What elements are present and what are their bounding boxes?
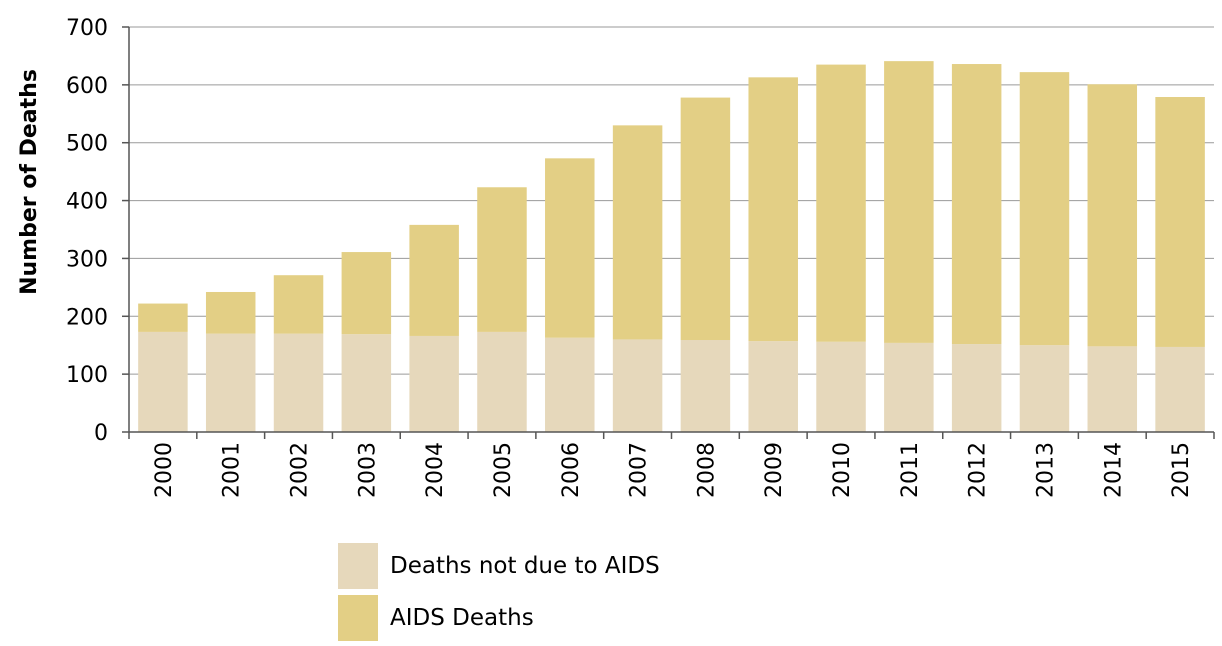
bar-segment-non-aids <box>273 333 324 432</box>
bar-segment-aids <box>680 97 731 341</box>
bar-segment-non-aids <box>545 337 595 432</box>
axes <box>122 26 1215 439</box>
bar-segment-non-aids <box>951 344 1002 432</box>
x-tick-label: 2005 <box>491 442 516 498</box>
y-tick-label: 500 <box>66 132 108 157</box>
x-tick-label: 2003 <box>355 442 380 498</box>
bar-segment-non-aids <box>816 341 866 432</box>
x-tick-label: 2006 <box>559 442 584 498</box>
legend: Deaths not due to AIDS AIDS Deaths <box>338 542 660 646</box>
x-tick-label: 2008 <box>694 442 719 498</box>
bar-segment-aids <box>748 77 798 342</box>
x-tick-label: 2009 <box>762 442 787 498</box>
x-tick-label: 2002 <box>288 442 313 498</box>
bar-segment-non-aids <box>1087 346 1138 432</box>
legend-item-non-aids: Deaths not due to AIDS <box>338 542 660 590</box>
x-tick-label: 2004 <box>423 442 448 498</box>
bar-segment-aids <box>341 252 392 335</box>
legend-item-aids: AIDS Deaths <box>338 594 660 642</box>
bar-segment-aids <box>1019 72 1070 346</box>
bar-segment-aids <box>138 303 188 332</box>
legend-label-non-aids: Deaths not due to AIDS <box>390 553 660 579</box>
bar-segment-non-aids <box>409 335 459 432</box>
x-tick-label: 2000 <box>152 442 177 498</box>
x-tick-label: 2007 <box>627 442 652 498</box>
bar-segment-aids <box>816 64 866 342</box>
x-tick-label: 2013 <box>1033 442 1058 498</box>
bar-segment-non-aids <box>205 333 256 432</box>
x-tick-labels: 2000 2001 2002 2003 2004 2005 2006 2007 2008 2009… <box>152 442 1194 498</box>
bar-segment-aids <box>951 64 1002 345</box>
bar-segment-non-aids <box>1019 345 1070 432</box>
bar-segment-non-aids <box>477 331 527 432</box>
x-tick-label: 2012 <box>966 442 991 498</box>
bar-segment-aids <box>205 291 256 334</box>
y-tick-label: 200 <box>66 305 108 330</box>
bar-segment-non-aids <box>612 339 663 432</box>
bar-segment-non-aids <box>884 342 934 432</box>
y-tick-label: 300 <box>66 247 108 272</box>
bar-segment-non-aids <box>1155 346 1205 432</box>
y-tick-label: 400 <box>66 190 108 215</box>
y-axis-label: Number of Deaths <box>17 69 42 295</box>
y-tick-label: 0 <box>94 421 108 446</box>
bar-segment-aids <box>273 275 324 334</box>
x-tick-label: 2015 <box>1169 442 1194 498</box>
y-tick-label: 700 <box>66 16 108 41</box>
y-tick-label: 100 <box>66 363 108 388</box>
bar-segment-non-aids <box>748 341 798 432</box>
bar-segment-aids <box>612 125 663 340</box>
x-tick-label: 2011 <box>898 442 923 498</box>
bar-segment-aids <box>1087 84 1138 347</box>
x-tick-label: 2010 <box>830 442 855 498</box>
bar-segment-non-aids <box>138 331 188 432</box>
bar-segment-aids <box>545 158 595 338</box>
legend-label-aids: AIDS Deaths <box>390 605 534 631</box>
y-tick-labels: 0 100 200 300 400 500 600 700 <box>66 16 108 446</box>
legend-swatch-non-aids <box>338 543 378 589</box>
bar-segment-aids <box>884 61 934 343</box>
x-tick-label: 2014 <box>1101 442 1126 498</box>
x-tick-label: 2001 <box>220 442 245 498</box>
y-tick-label: 600 <box>66 74 108 99</box>
bar-segment-aids <box>477 187 527 332</box>
bar-segment-aids <box>1155 97 1205 347</box>
bar-segment-non-aids <box>680 340 731 432</box>
bar-segment-aids <box>409 224 459 336</box>
bar-segment-non-aids <box>341 334 392 432</box>
legend-swatch-aids <box>338 595 378 641</box>
bars <box>138 61 1205 432</box>
